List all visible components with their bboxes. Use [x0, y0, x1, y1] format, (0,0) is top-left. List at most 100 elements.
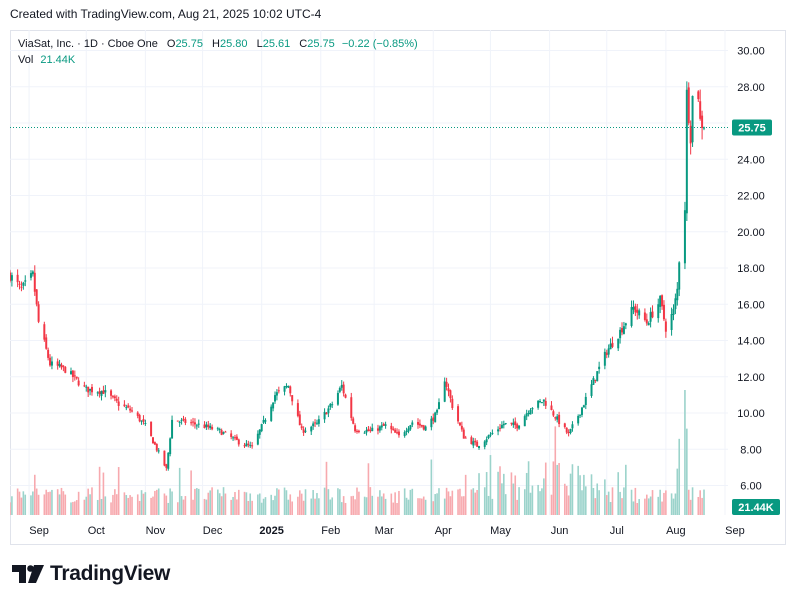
candle-body	[523, 416, 526, 427]
volume-bar	[379, 490, 381, 515]
volume-bar	[577, 465, 579, 515]
volume-bar	[514, 475, 517, 515]
volume-bar	[651, 490, 654, 515]
candle-body	[304, 430, 307, 432]
volume-bar	[289, 494, 292, 515]
candlestick-chart[interactable]: 6.00 8.00 10.00 12.00 14.00 16.00 18.00 20.00 22…	[10, 30, 786, 545]
candle-body	[478, 446, 481, 449]
candle-body	[260, 424, 263, 432]
volume-bar	[291, 501, 293, 515]
volume-bar	[337, 488, 339, 515]
volume-bar	[285, 490, 288, 515]
candle-body	[649, 312, 652, 322]
open-value: 25.75	[175, 38, 203, 50]
volume-bar	[583, 474, 585, 515]
candle-body	[155, 444, 158, 451]
volume-bar	[247, 500, 250, 515]
volume-bar	[687, 489, 690, 515]
candle-body	[487, 435, 490, 439]
tradingview-brand[interactable]: TradingView	[12, 562, 170, 586]
x-tick-label: Dec	[203, 525, 223, 537]
low-label: L	[256, 38, 263, 50]
candle-body	[647, 322, 650, 326]
candle-body	[73, 375, 76, 377]
candle-body	[163, 450, 166, 466]
y-tick-label: 16.00	[737, 299, 765, 311]
symbol-title[interactable]: ViaSat, Inc. · 1D · Cboe One	[18, 38, 158, 50]
volume-bar	[565, 485, 568, 515]
volume-bar	[196, 488, 198, 515]
candle-body	[580, 407, 583, 415]
volume-bar	[18, 491, 21, 515]
volume-bar	[403, 488, 406, 515]
volume-bar	[190, 470, 192, 515]
candle-body	[565, 427, 568, 433]
candle-body	[384, 424, 387, 426]
candle-body	[577, 415, 580, 424]
candle-body	[312, 423, 315, 427]
candle-body	[256, 433, 259, 445]
candle-body	[49, 357, 52, 366]
volume-bar	[272, 500, 274, 515]
x-tick-label: Mar	[375, 525, 394, 537]
candle-body	[498, 427, 501, 429]
volume-bar	[234, 492, 236, 515]
last-volume-label: 21.44K	[732, 499, 780, 515]
candle-body	[56, 361, 59, 366]
candle-body	[258, 429, 261, 435]
volume-bar	[100, 498, 103, 515]
created-with-text: Created with TradingView.com, Aug 21, 20…	[10, 7, 322, 21]
candle-body	[182, 418, 185, 420]
candle-body	[50, 361, 53, 366]
volume-bar	[350, 496, 353, 515]
candle-body	[24, 280, 27, 282]
volume-bar	[260, 502, 263, 515]
candle-body	[283, 386, 286, 392]
volume-bar	[171, 491, 173, 515]
candle-body	[178, 421, 181, 423]
volume-bar	[621, 498, 623, 515]
volume-bar	[598, 490, 600, 515]
brand-name: TradingView	[50, 562, 171, 585]
volume-bar	[419, 498, 421, 515]
candle-body	[662, 304, 665, 320]
volume-bar	[430, 459, 433, 515]
volume-bar	[47, 492, 49, 515]
candle-body	[111, 396, 114, 398]
volume-bar	[384, 498, 387, 515]
volume-bar	[396, 502, 398, 515]
candle-body	[150, 421, 153, 437]
candle-body	[222, 432, 225, 434]
candle-body	[125, 407, 128, 409]
volume-bar	[449, 496, 452, 515]
candle-body	[115, 398, 118, 401]
volume-bar	[636, 502, 639, 515]
volume-bar	[619, 491, 621, 515]
candle-body	[554, 417, 557, 419]
volume-bar	[417, 498, 419, 515]
volume-bar	[154, 490, 156, 515]
candle-body	[357, 430, 360, 433]
volume-bar	[623, 487, 625, 515]
volume-bar	[701, 497, 703, 515]
candle-body	[89, 388, 92, 391]
candle-body	[621, 328, 624, 333]
y-tick-label: 10.00	[737, 408, 765, 420]
candle-body	[638, 310, 641, 316]
candle-body	[205, 424, 208, 428]
volume-bar	[592, 487, 595, 515]
candle-body	[590, 384, 593, 396]
candle-body	[151, 437, 154, 444]
volume-bar	[617, 472, 620, 515]
candle-body	[552, 411, 555, 416]
volume-bar	[218, 493, 221, 515]
volume-bar	[438, 488, 440, 515]
volume-bar	[537, 484, 539, 515]
candle-body	[127, 405, 130, 408]
volume-bar	[659, 489, 661, 515]
volume-bar	[72, 501, 74, 515]
candle-body	[232, 437, 235, 439]
volume-bar	[567, 495, 570, 515]
volume-bar	[564, 483, 566, 515]
volume-bar	[686, 428, 688, 515]
